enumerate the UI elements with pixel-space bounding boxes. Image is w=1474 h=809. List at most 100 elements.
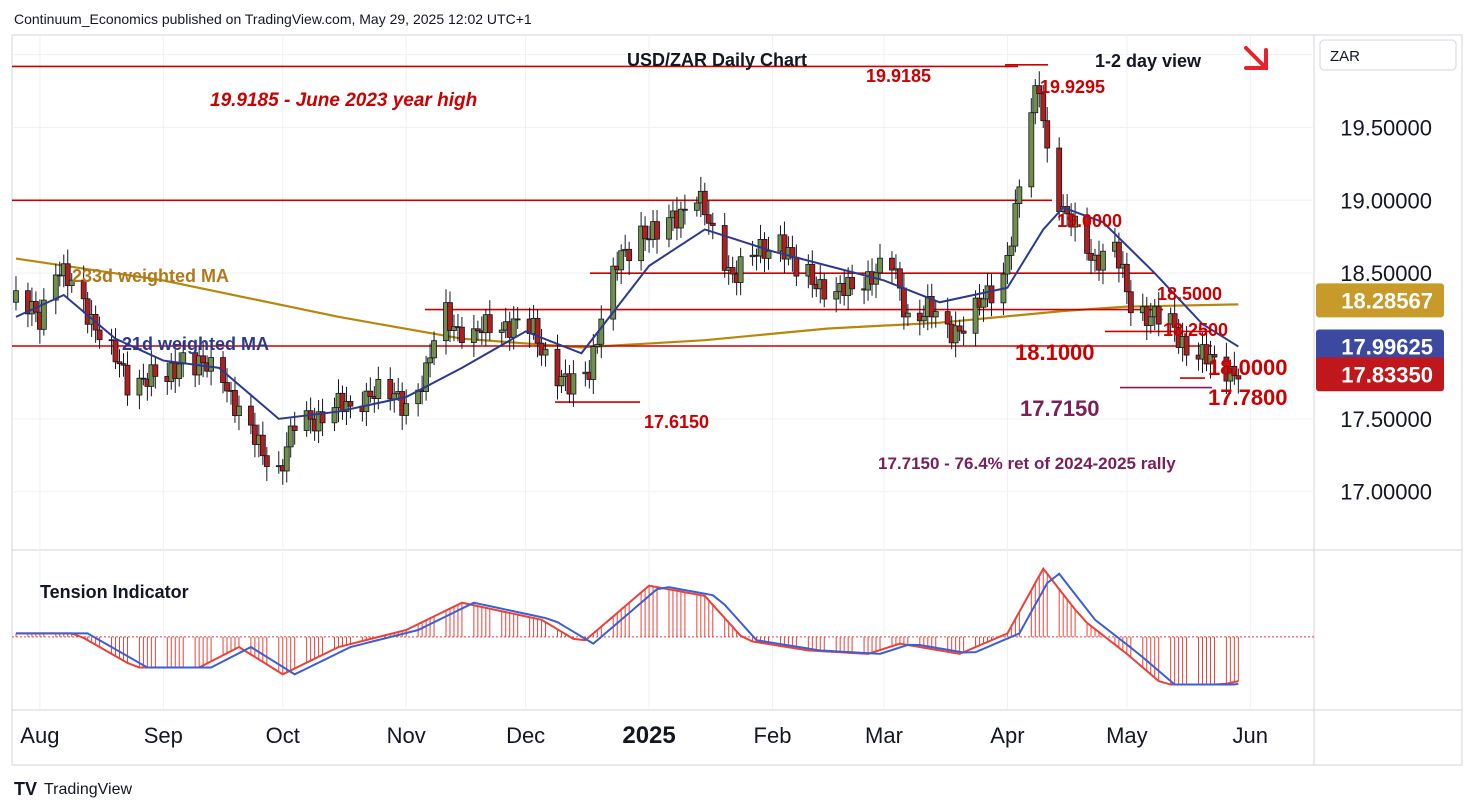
candle-body [809, 263, 816, 285]
candle-body [176, 363, 183, 379]
candle-body [972, 297, 979, 334]
publisher-line: Continuum_Economics published on Trading… [14, 11, 532, 27]
level-label: 19.9185 [866, 66, 931, 86]
chart-frame [11, 34, 1463, 766]
level-label: 18.5000 [1157, 284, 1222, 304]
candle-body [1183, 336, 1190, 356]
candle-body [451, 326, 457, 331]
candle-body [367, 390, 374, 397]
candle-body [920, 316, 927, 322]
level-label: 19.0000 [1057, 211, 1122, 231]
candle-body [363, 390, 370, 413]
candle-body [375, 379, 382, 399]
candle-body [610, 265, 617, 320]
candle-body [1155, 306, 1162, 325]
candle-body [956, 325, 963, 332]
candle-body [236, 405, 242, 417]
x-tick-label: Apr [990, 723, 1024, 748]
level-labels: 19.9185 19.9295 19.0000 18.5000 18.2500 18.10… [644, 66, 1288, 432]
candle-body [120, 363, 127, 366]
candle-body [889, 257, 895, 271]
candle-body [833, 291, 840, 300]
candle-body [40, 299, 47, 330]
candle-body [960, 330, 967, 334]
candle-body [988, 285, 995, 304]
price-badge [1316, 357, 1444, 392]
chart-title: USD/ZAR Daily Chart [627, 50, 807, 70]
candle-body [431, 340, 437, 359]
tradingview-logo[interactable]: TV TradingView [14, 779, 132, 799]
currency-button[interactable]: ZAR [1319, 39, 1457, 71]
candle-body [470, 328, 477, 343]
x-axis-ticks: Aug Sep Oct Nov Dec 2025 Feb Mar Apr May Jun [20, 722, 1268, 749]
candle-body [1143, 306, 1150, 326]
candle-body [638, 225, 645, 262]
footer-brand-label: TradingView [44, 781, 132, 798]
candle-body [251, 424, 258, 445]
level-label: 17.7150 [1020, 396, 1100, 421]
candle-body [52, 274, 59, 301]
level-lines [12, 64, 1212, 403]
x-tick-label: Dec [506, 723, 545, 748]
candle-body [224, 382, 230, 392]
year-high-note: 19.9185 - June 2023 year high [210, 90, 477, 111]
candle-body [423, 362, 429, 392]
price-badge-label: 18.28567 [1341, 288, 1433, 313]
candle-body [904, 312, 911, 318]
candle-body [618, 250, 625, 271]
candle-body [391, 393, 398, 400]
candle-body [701, 190, 708, 216]
ma21-label: 21d weighted MA [122, 334, 269, 354]
candle-body [594, 343, 601, 347]
candle-body [900, 287, 907, 318]
candle-body [283, 446, 290, 472]
candle-body [1072, 215, 1079, 228]
candle-body [1207, 354, 1214, 365]
candle-body [1123, 263, 1130, 293]
candle-body [1147, 316, 1154, 326]
candle-body [558, 376, 565, 387]
candle-body [498, 329, 505, 333]
x-tick-label: May [1106, 723, 1148, 748]
candle-body [1235, 375, 1242, 380]
candle-body [1231, 365, 1238, 377]
candle-body [1040, 93, 1047, 122]
candle-body [68, 279, 75, 287]
candle-body [427, 357, 433, 364]
candle-body [208, 357, 214, 372]
candle-body [737, 256, 744, 283]
candle-body [542, 348, 549, 356]
level-label: 18.0000 [1208, 355, 1288, 380]
level-label: 17.7800 [1208, 385, 1288, 410]
candle-body [80, 279, 87, 300]
candle-body [486, 314, 493, 333]
x-tick-label: Mar [865, 723, 903, 748]
candle-body [1004, 255, 1011, 275]
tension-indicator [12, 566, 1314, 686]
y-tick-label: 19.00000 [1340, 188, 1432, 213]
candle-body [729, 267, 736, 275]
candle-body [1012, 203, 1019, 247]
candle-body [331, 407, 338, 424]
candle-body [140, 377, 147, 380]
candle-body [932, 311, 939, 318]
candle-body [534, 318, 541, 344]
x-tick-label: Oct [266, 723, 300, 748]
candle-body [1127, 291, 1134, 314]
candle-body [944, 311, 951, 325]
currency-button-label: ZAR [1330, 48, 1360, 65]
candle-body [693, 202, 700, 211]
candles [13, 71, 1242, 485]
candle-body [84, 298, 91, 325]
price-badge [1316, 283, 1444, 318]
x-tick-label: Sep [144, 723, 183, 748]
y-tick-label: 18.50000 [1340, 261, 1432, 286]
price-badge [1316, 329, 1444, 364]
view-label: 1-2 day view [1095, 51, 1202, 71]
candle-body [570, 373, 577, 395]
candle-body [124, 364, 131, 396]
candle-body [781, 234, 788, 260]
ma21-series-line [15, 206, 1239, 420]
candle-body [1115, 241, 1122, 269]
down-right-arrow-icon [1244, 46, 1268, 70]
